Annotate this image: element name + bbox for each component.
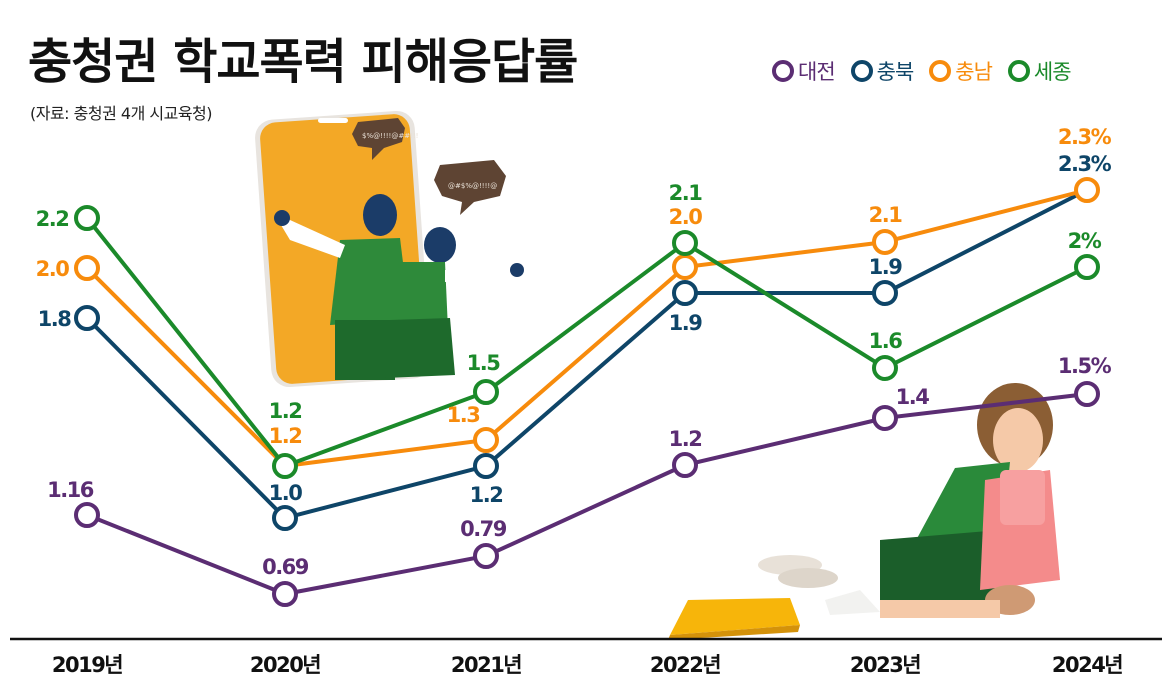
labels-chungbuk: 1.8 1.0 1.2 1.9 1.9 2.3% (38, 152, 1113, 507)
svg-text:2.1: 2.1 (669, 181, 703, 205)
legend-label: 충남 (955, 60, 993, 84)
legend-item-chungnam: 충남 (929, 56, 993, 86)
svg-text:1.2: 1.2 (470, 483, 503, 507)
svg-text:2%: 2% (1068, 229, 1102, 253)
legend: 대전 충북 충남 세종 (772, 56, 1072, 86)
phone-illustration: $%@!!!!@##!!! @#$%@!!!!@ (255, 110, 524, 388)
svg-text:1.8: 1.8 (38, 307, 72, 331)
legend-label: 충북 (876, 60, 915, 84)
svg-text:1.2: 1.2 (669, 427, 702, 451)
series-chungbuk (74, 188, 1088, 531)
x-tick-label: 2021년 (451, 653, 521, 677)
ring-icon (1007, 60, 1030, 82)
legend-label: 대전 (798, 60, 836, 84)
legend-item-sejong: 세종 (1007, 56, 1072, 86)
labels-chungnam: 2.0 1.2 1.3 2.0 2.1 2.3% (36, 125, 1113, 448)
svg-text:1.3: 1.3 (447, 403, 480, 427)
x-tick-label: 2024년 (1052, 653, 1122, 677)
svg-text:2.3%: 2.3% (1058, 125, 1112, 149)
legend-item-daejeon: 대전 (772, 56, 836, 86)
svg-text:$%@!!!!@##!!!: $%@!!!!@##!!! (362, 132, 418, 140)
svg-text:2.0: 2.0 (36, 257, 70, 281)
source-note: (자료: 충청권 4개 시교육청) (30, 104, 213, 123)
svg-text:1.2: 1.2 (269, 399, 302, 423)
svg-text:1.9: 1.9 (869, 255, 903, 279)
x-tick-label: 2023년 (850, 653, 920, 677)
page-title: 충청권 학교폭력 피해응답률 (28, 34, 578, 90)
x-tick-label: 2020년 (250, 653, 320, 677)
series-daejeon (74, 381, 1100, 607)
svg-text:1.6: 1.6 (869, 329, 903, 353)
x-tick-label: 2019년 (52, 653, 122, 677)
svg-text:0.79: 0.79 (460, 517, 507, 541)
svg-text:1.9: 1.9 (669, 311, 703, 335)
labels-daejeon: 1.16 0.69 0.79 1.2 1.4 1.5% (47, 354, 1113, 579)
svg-text:1.5%: 1.5% (1058, 354, 1112, 378)
svg-text:1.5: 1.5 (467, 351, 501, 375)
ring-icon (772, 60, 794, 82)
svg-text:1.0: 1.0 (269, 481, 303, 505)
girl-illustration (668, 383, 1060, 640)
svg-text:2.2: 2.2 (36, 207, 69, 231)
series-chungnam (74, 177, 1100, 469)
labels-sejong: 2.2 1.2 1.5 2.1 1.6 2% (36, 181, 1104, 423)
svg-text:@#$%@!!!!@: @#$%@!!!!@ (448, 182, 497, 190)
ring-icon (929, 60, 952, 82)
legend-item-chungbuk: 충북 (850, 56, 915, 86)
svg-text:2.3%: 2.3% (1058, 152, 1112, 176)
ring-icon (850, 60, 873, 82)
svg-text:0.69: 0.69 (262, 555, 309, 579)
legend-label: 세종 (1033, 60, 1072, 84)
svg-text:1.2: 1.2 (269, 424, 302, 448)
svg-text:2.0: 2.0 (669, 205, 703, 229)
series-sejong (74, 205, 1100, 479)
svg-text:2.1: 2.1 (869, 203, 903, 227)
svg-text:1.4: 1.4 (896, 385, 930, 409)
svg-text:1.16: 1.16 (47, 478, 94, 502)
x-tick-label: 2022년 (650, 653, 720, 677)
